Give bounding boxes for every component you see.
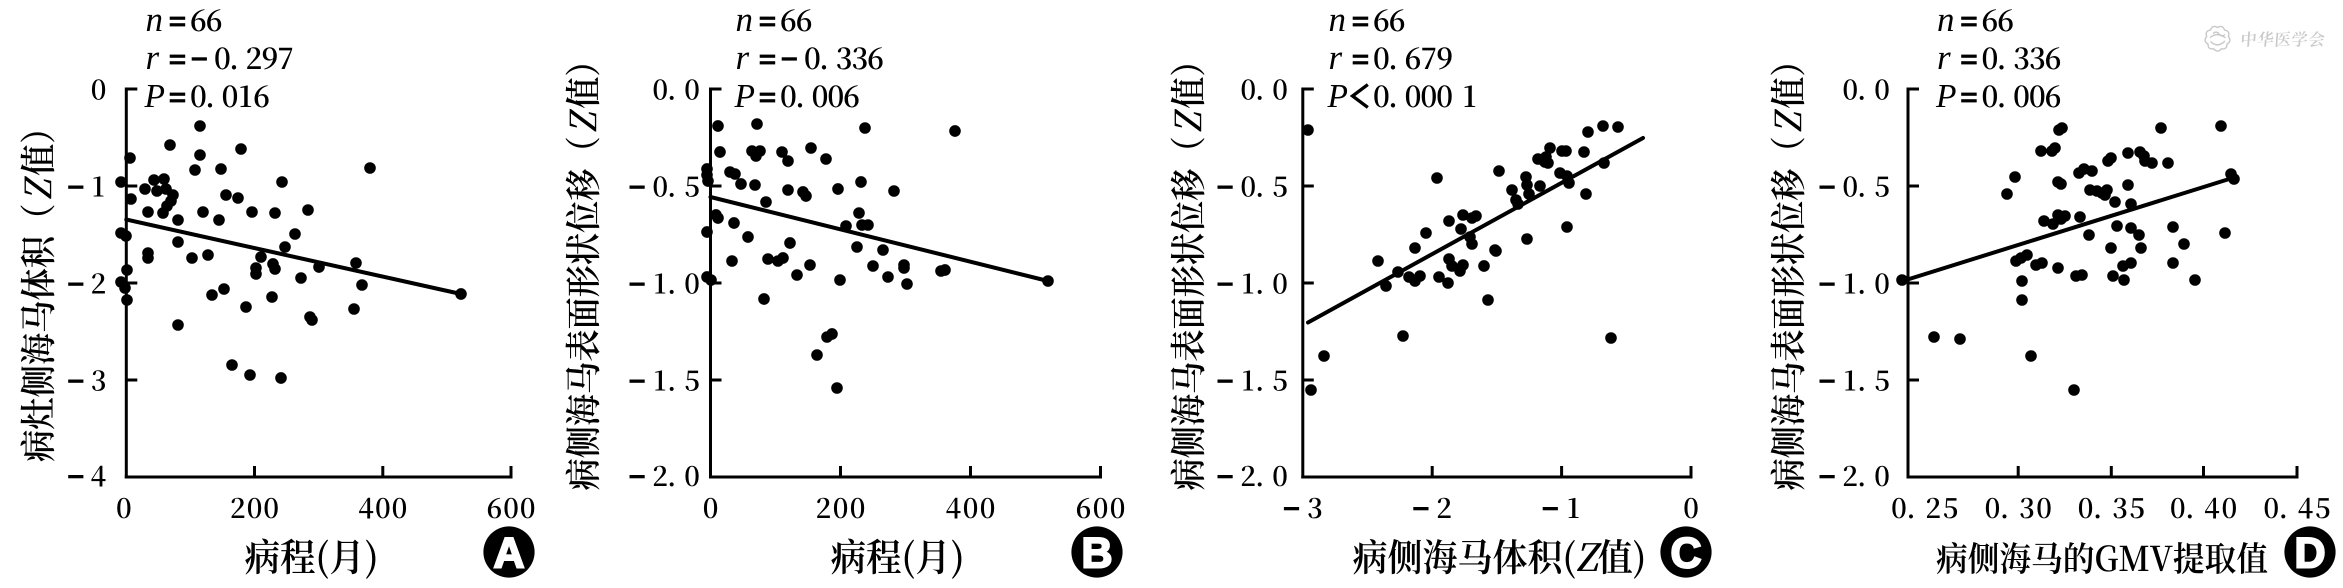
- svg-text:n: n: [146, 0, 164, 39]
- svg-text:n: n: [1937, 0, 1955, 39]
- svg-text:P: P: [144, 78, 165, 115]
- svg-text:P: P: [734, 78, 755, 115]
- svg-text:n: n: [736, 0, 754, 39]
- svg-text:r: r: [736, 38, 750, 77]
- svg-text:r: r: [1329, 38, 1343, 77]
- svg-text:P: P: [1935, 78, 1956, 115]
- svg-text:C: C: [1670, 530, 1701, 578]
- svg-text:n: n: [1329, 0, 1347, 39]
- svg-text:D: D: [2294, 530, 2325, 578]
- svg-text:r: r: [146, 38, 160, 77]
- svg-text:r: r: [1937, 38, 1951, 77]
- svg-text:P: P: [1327, 78, 1348, 115]
- svg-text:B: B: [1081, 530, 1112, 578]
- svg-text:A: A: [493, 530, 524, 578]
